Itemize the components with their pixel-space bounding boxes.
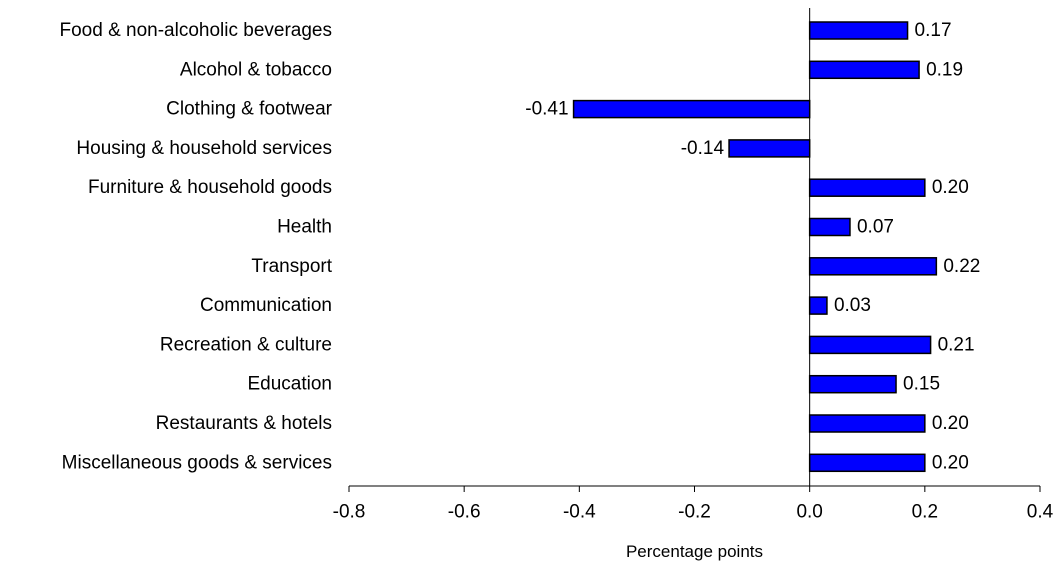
x-tick-label: -0.8 [333,502,366,523]
category-label: Health [277,217,332,238]
category-labels: Food & non-alcoholic beverages Alcohol & … [59,20,332,473]
bar [808,178,926,197]
category-label: Furniture & household goods [88,177,332,198]
bar [808,335,932,355]
bar [808,414,926,433]
bars [572,21,938,473]
bar [808,60,920,80]
data-labels: 0.17 0.19 -0.41 -0.14 0.20 0.07 0.22 0.03 0.21 0.… [525,20,980,473]
category-label: Communication [200,295,332,316]
category-label: Alcohol & tobacco [180,59,332,80]
category-label: Transport [251,256,332,277]
data-label: -0.41 [525,99,568,120]
x-tick-label: 0.0 [796,502,822,523]
x-tick-label: -0.4 [563,502,596,523]
bar [728,139,811,158]
category-label: Miscellaneous goods & services [62,452,332,473]
bar [808,374,897,394]
bar [572,99,811,119]
category-label: Clothing & footwear [166,99,332,120]
data-label: -0.14 [681,138,725,159]
data-label: 0.07 [857,217,894,238]
category-label: Food & non-alcoholic beverages [59,20,332,41]
data-label: 0.15 [903,374,940,395]
x-axis-title: Percentage points [626,542,763,561]
category-label: Recreation & culture [160,334,332,355]
data-label: 0.20 [932,413,969,434]
bar [808,257,938,276]
data-label: 0.21 [938,334,975,355]
bar [808,21,909,40]
category-label: Housing & household services [76,138,332,159]
x-tick-label: 0.2 [912,502,938,523]
bar [808,296,828,315]
data-label: 0.22 [943,256,980,277]
bar [808,453,926,473]
data-label: 0.20 [932,177,969,198]
x-tick-label: -0.6 [448,502,481,523]
x-tick-label: -0.2 [678,502,711,523]
data-label: 0.03 [834,295,871,316]
data-label: 0.17 [915,20,952,41]
x-tick-label: 0.4 [1027,502,1054,523]
data-label: 0.20 [932,452,969,473]
x-axis-ticks: -0.8 -0.6 -0.4 -0.2 0.0 0.2 0.4 [333,486,1054,523]
data-label: 0.19 [926,59,963,80]
category-label: Education [247,374,332,395]
category-label: Restaurants & hotels [156,413,332,434]
bar [808,217,851,237]
